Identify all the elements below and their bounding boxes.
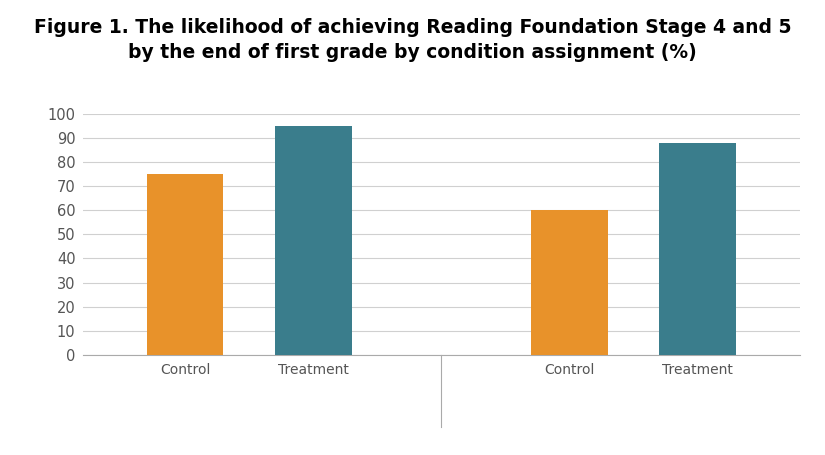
Bar bbox=[531, 210, 608, 355]
Text: Figure 1. The likelihood of achieving Reading Foundation Stage 4 and 5
by the en: Figure 1. The likelihood of achieving Re… bbox=[34, 18, 791, 62]
Bar bbox=[659, 143, 736, 355]
Bar bbox=[275, 126, 351, 355]
Bar bbox=[147, 174, 224, 355]
